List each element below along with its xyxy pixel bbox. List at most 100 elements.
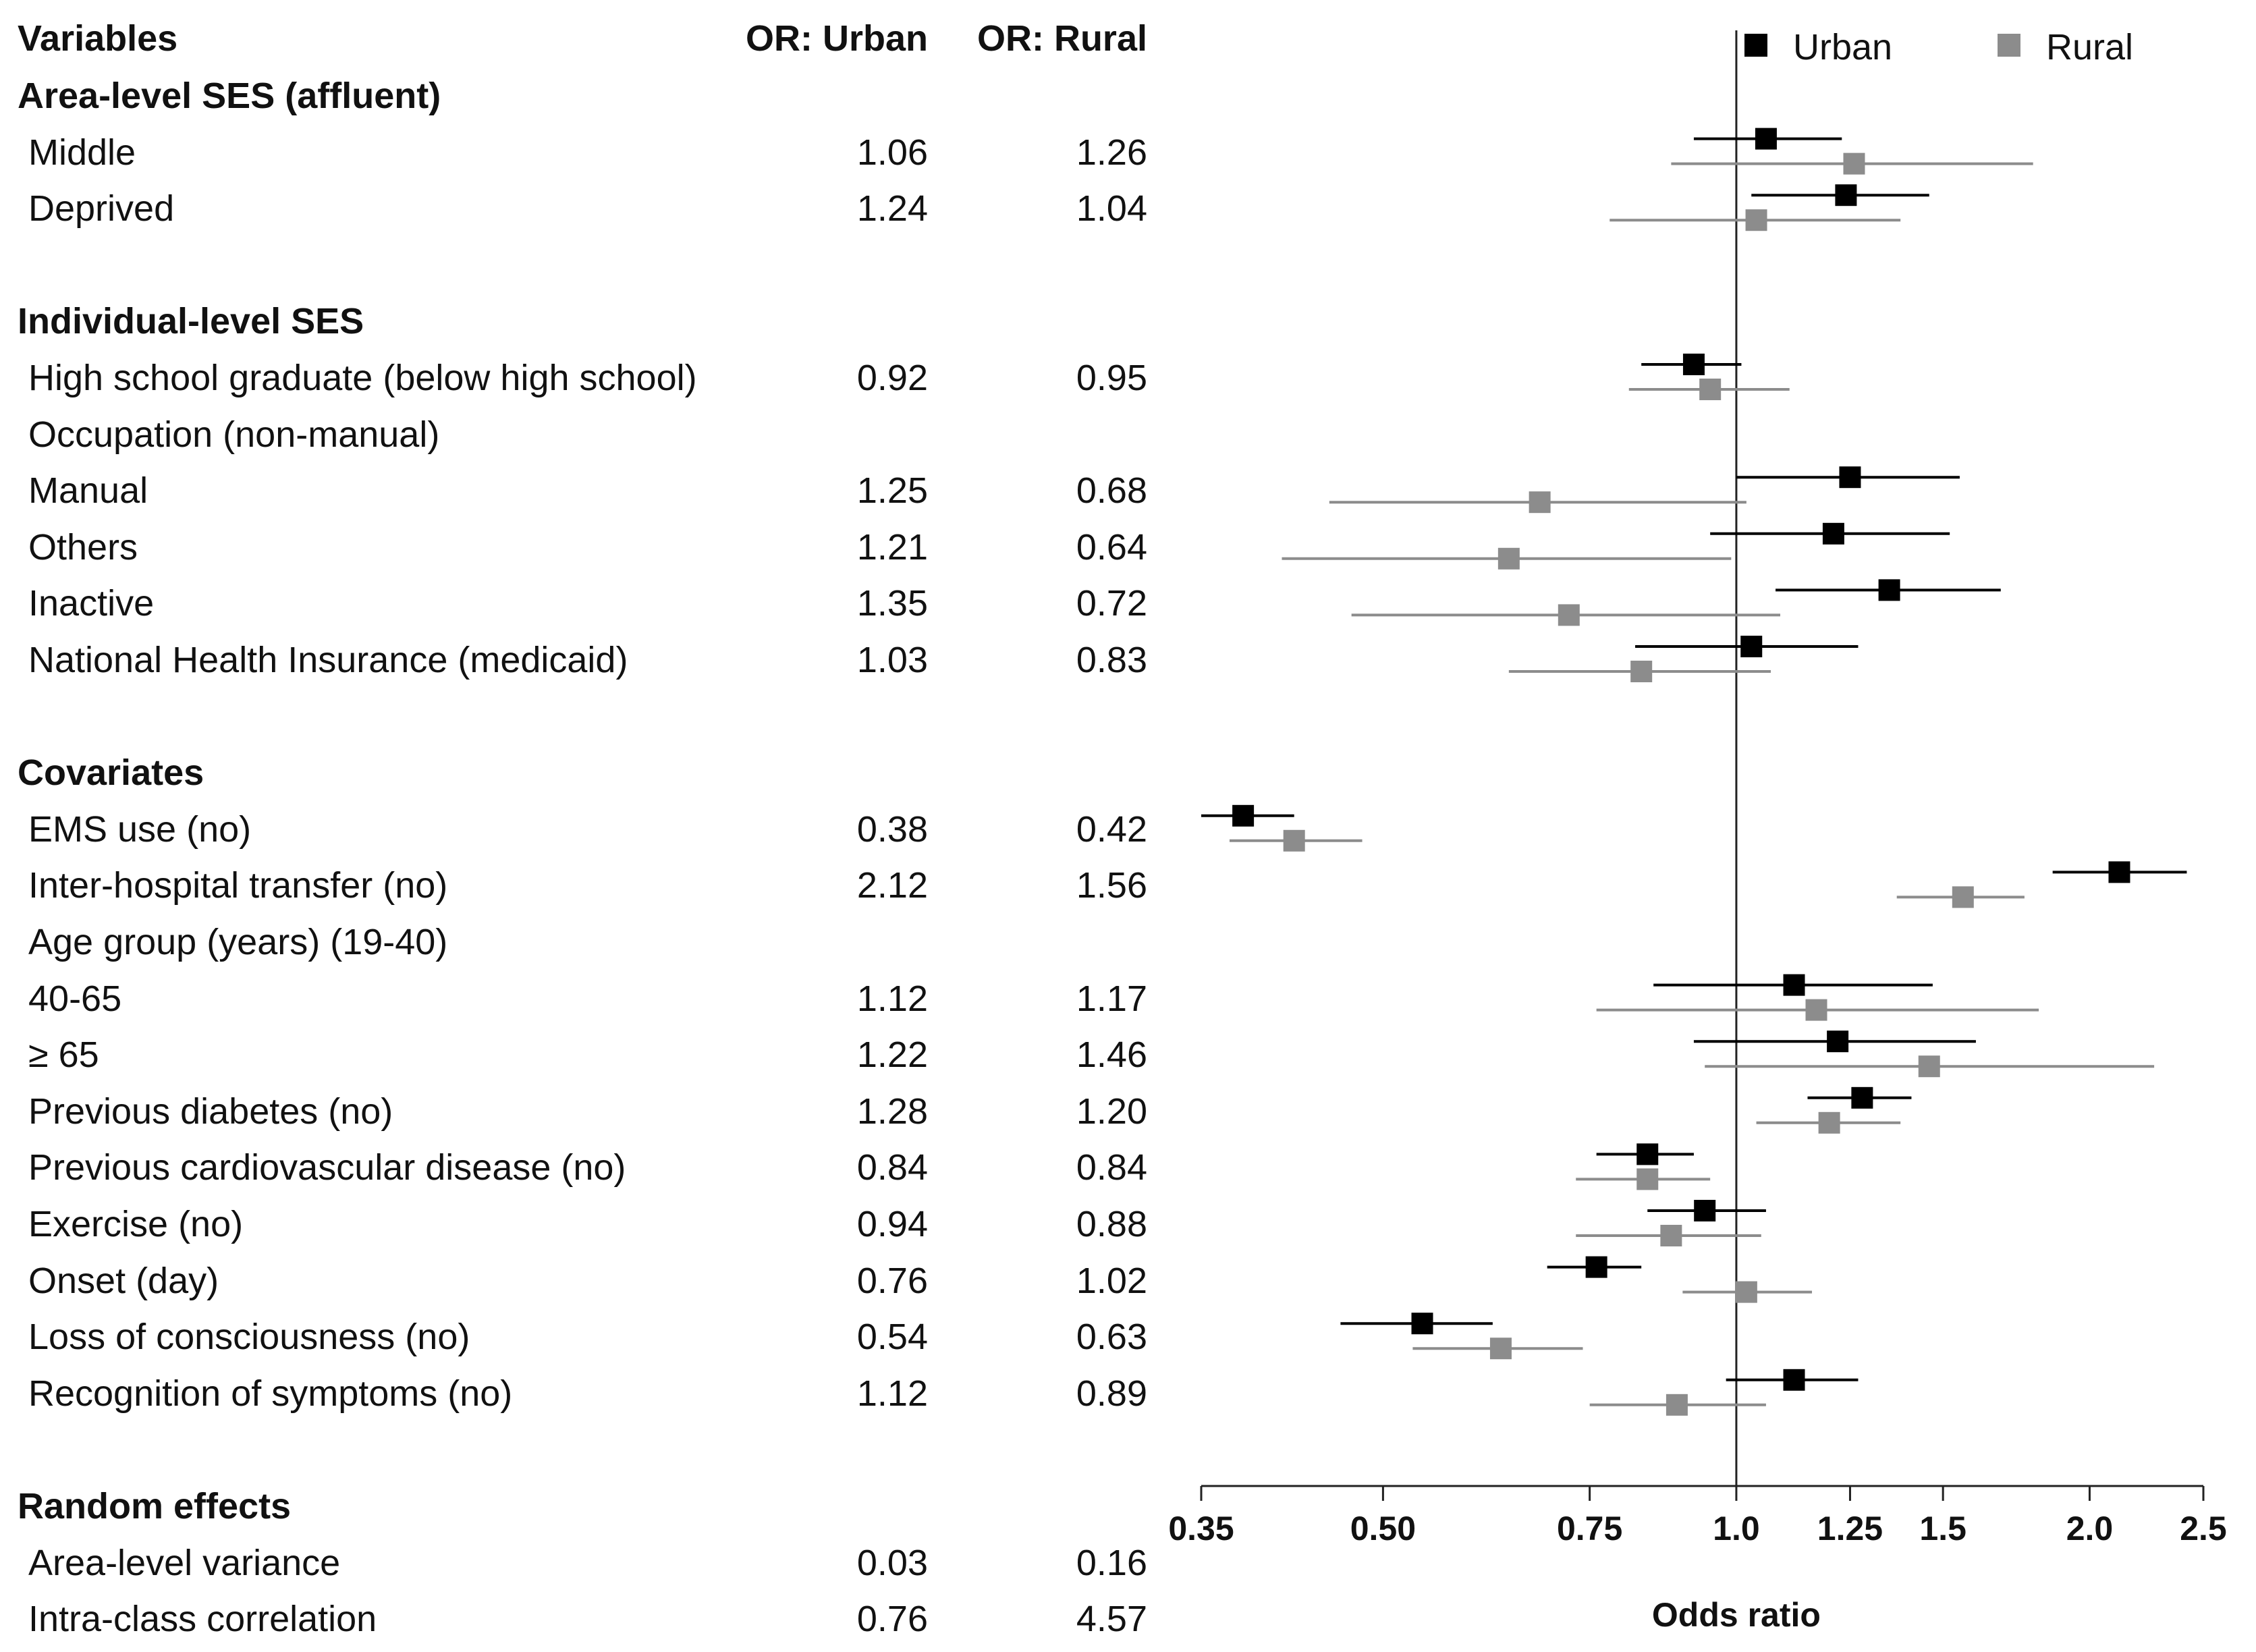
row-label: Loss of consciousness (no) [28,1317,470,1358]
or-rural-value: 1.26 [1076,132,1147,173]
or-urban-value: 1.25 [856,470,928,512]
row-label: Age group (years) (19-40) [28,922,448,962]
or-urban-value: 0.38 [856,808,928,850]
row-label: High school graduate (below high school) [28,358,697,398]
rural-point [1497,547,1520,570]
or-rural-value: 0.42 [1076,808,1147,850]
x-axis-label: Odds ratio [1652,1596,1821,1634]
or-rural-value: 1.17 [1076,978,1147,1019]
rural-point [1529,491,1551,514]
or-urban-value: 0.54 [856,1317,928,1358]
rural-point [1843,153,1865,175]
header-or-rural: OR: Rural [976,18,1147,59]
urban-point [1851,1086,1873,1109]
or-urban-value: 1.35 [856,583,928,624]
rural-point [1918,1055,1940,1078]
or-urban-value: 1.06 [856,132,928,173]
x-tick-label: 0.35 [1168,1510,1234,1547]
or-rural-value: 0.83 [1076,640,1147,680]
urban-point [1585,1256,1607,1278]
rural-point [1283,829,1305,852]
row-label: Inactive [28,583,155,624]
or-urban-value: 0.92 [856,358,928,398]
or-urban-value: 0.84 [856,1147,928,1188]
or-urban-value: 1.21 [856,526,928,568]
row-label: Intra-class correlation [28,1599,377,1640]
rural-point [1745,209,1767,231]
urban-point [1411,1313,1433,1335]
rural-point [1699,379,1722,400]
urban-point [1232,804,1255,827]
section-header: Area-level SES (affluent) [18,76,441,116]
or-rural-value: 1.46 [1076,1035,1147,1076]
plot-marks [1201,128,2187,1416]
section-header: Individual-level SES [18,301,364,342]
or-rural-value: 1.02 [1076,1260,1147,1301]
row-label: Recognition of symptoms (no) [28,1373,513,1414]
urban-point [1783,1369,1805,1391]
or-rural-value: 0.68 [1076,470,1147,512]
x-axis: 0.35 0.50 0.75 1.0 1.25 1.5 2.0 2.5 Odds ratio [1168,1485,2227,1634]
or-urban-value: 1.12 [856,978,928,1019]
row-label: Previous cardiovascular disease (no) [28,1147,626,1188]
or-rural-value: 0.72 [1076,583,1147,624]
urban-point [1839,466,1861,489]
row-label: Onset (day) [28,1260,219,1301]
rural-point [1558,604,1580,626]
section-header: Covariates [18,752,204,794]
or-rural-value: 1.20 [1076,1091,1147,1132]
row-label: Occupation (non-manual) [28,414,440,455]
rural-point [1818,1111,1840,1134]
x-tick-label: 2.0 [2066,1510,2114,1547]
legend: Urban Rural [1744,27,2133,67]
or-urban-value: 1.03 [856,640,928,680]
rural-point [1489,1338,1512,1360]
or-urban-value: 0.76 [856,1599,928,1640]
rural-point [1735,1281,1757,1303]
urban-point [1682,354,1705,375]
x-tick-label: 0.50 [1350,1510,1416,1547]
rural-point [1952,886,1974,908]
urban-point [1822,522,1844,545]
rural-point [1630,661,1653,682]
urban-point [1740,636,1763,657]
or-urban-value: 1.12 [856,1373,928,1414]
x-tick-label: 1.0 [1713,1510,1760,1547]
urban-point [1827,1030,1849,1053]
x-tick-label: 0.75 [1557,1510,1622,1547]
row-label: Exercise (no) [28,1204,244,1244]
urban-point [1783,974,1805,996]
or-urban-value: 0.03 [856,1542,928,1583]
urban-point [1755,128,1777,150]
or-urban-value: 0.94 [856,1204,928,1244]
row-label: National Health Insurance (medicaid) [28,640,628,680]
or-rural-value: 1.04 [1076,188,1147,229]
legend-swatch-rural [1998,34,2020,57]
or-rural-value: 0.16 [1076,1542,1147,1583]
estimates-table: Variables OR: Urban OR: Rural Area-level… [18,18,1147,1640]
or-rural-value: 4.57 [1076,1599,1147,1640]
legend-label-urban: Urban [1793,27,1892,67]
urban-point [1636,1143,1659,1165]
or-rural-value: 0.63 [1076,1317,1147,1358]
urban-point [1835,184,1857,206]
or-urban-value: 1.22 [856,1035,928,1076]
or-rural-value: 0.89 [1076,1373,1147,1414]
row-label: Manual [28,470,148,512]
section-header: Random effects [18,1486,292,1526]
rural-point [1636,1168,1659,1190]
legend-swatch-urban [1744,34,1767,57]
row-label: Middle [28,132,136,173]
or-urban-value: 1.24 [856,188,928,229]
row-label: ≥ 65 [28,1035,99,1076]
or-urban-value: 1.28 [856,1091,928,1132]
urban-point [2108,861,2130,883]
row-label: 40-65 [28,978,122,1019]
row-label: Others [28,526,138,568]
or-rural-value: 0.88 [1076,1204,1147,1244]
urban-point [1878,579,1900,601]
rural-point [1805,999,1827,1021]
row-label: Deprived [28,188,175,229]
